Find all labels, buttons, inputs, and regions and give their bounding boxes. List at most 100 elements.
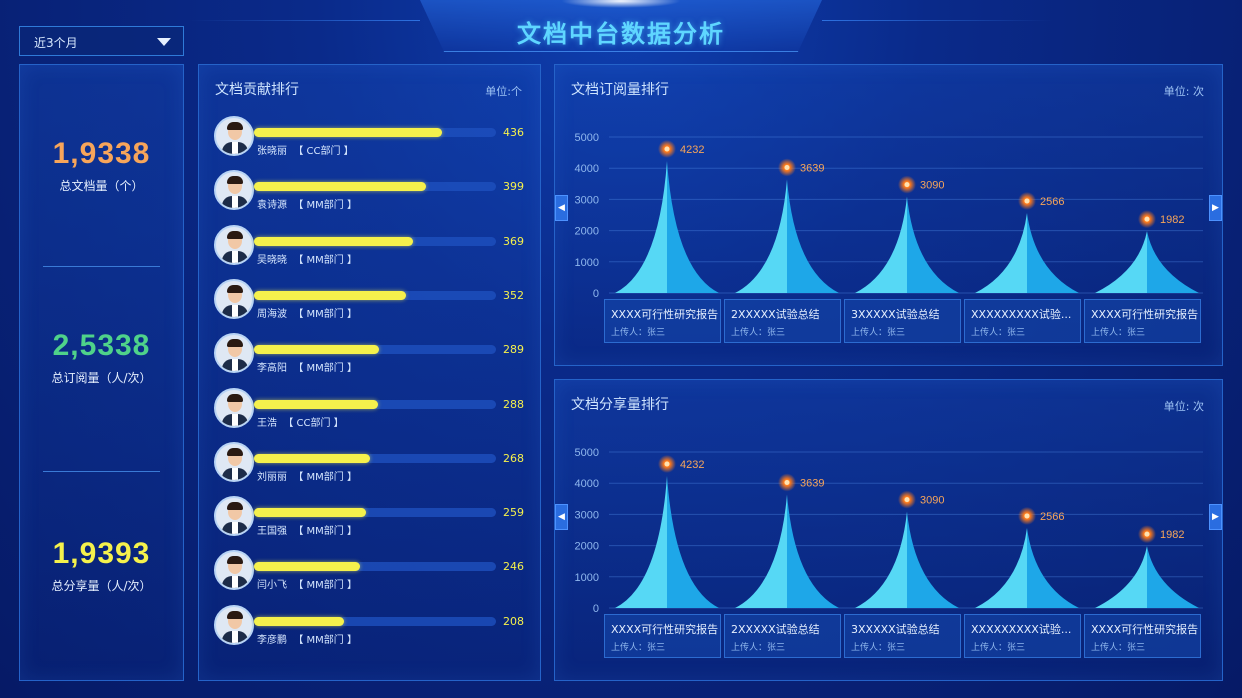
person-name: 李彦鹏	[257, 634, 287, 646]
contribution-ranking-panel: 文档贡献排行 单位:个 436 张晓丽 【 CC部门 】 399 袁诗源 【 MM部门…	[198, 64, 541, 681]
ranking-name: 闫小飞 【 MM部门 】	[257, 576, 357, 591]
y-tick-label: 0	[593, 603, 599, 615]
y-tick-label: 1000	[575, 572, 599, 584]
y-tick-label: 2000	[575, 541, 599, 553]
ranking-row: 399 袁诗源 【 MM部门 】	[214, 170, 526, 214]
cone-bar	[975, 527, 1079, 608]
document-card[interactable]: 2XXXXX试验总结 上传人：张三	[724, 614, 841, 658]
peak-dot	[784, 479, 790, 485]
data-label: 2566	[1040, 511, 1064, 523]
prev-arrow-button[interactable]: ◀	[555, 195, 568, 221]
department: 【 MM部门 】	[293, 254, 357, 266]
uploader-label: 上传人：张三	[851, 643, 906, 653]
next-arrow-button[interactable]: ▶	[1209, 504, 1222, 530]
ranking-name: 刘丽丽 【 MM部门 】	[257, 468, 357, 483]
prev-arrow-button[interactable]: ◀	[555, 504, 568, 530]
data-label: 4232	[680, 459, 704, 471]
document-title: 2XXXXX试验总结	[731, 308, 820, 321]
ranking-row: 352 周海波 【 MM部门 】	[214, 278, 526, 323]
y-tick-label: 1000	[575, 257, 599, 269]
peak-dot	[1024, 513, 1030, 519]
progress-track	[254, 290, 496, 300]
uploader-label: 上传人：张三	[1091, 643, 1146, 653]
ranking-row: 268 刘丽丽 【 MM部门 】	[214, 441, 526, 486]
document-title: XXXX可行性研究报告	[611, 623, 719, 636]
ranking-row: 289 李高阳 【 MM部门 】	[214, 333, 526, 377]
kpi-label: 总文档量（个）	[59, 179, 144, 193]
document-card[interactable]: 2XXXXX试验总结 上传人：张三	[724, 299, 841, 343]
document-card[interactable]: XXXX可行性研究报告 上传人：张三	[1084, 299, 1201, 343]
time-range-value: 近3个月	[34, 36, 78, 50]
ranking-value: 436	[503, 126, 524, 139]
progress-fill	[254, 508, 366, 518]
department: 【 MM部门 】	[293, 363, 357, 375]
avatar	[214, 496, 254, 537]
department: 【 CC部门 】	[283, 417, 344, 429]
uploader-label: 上传人：张三	[1091, 328, 1146, 338]
peak-dot	[904, 182, 910, 188]
progress-track	[254, 562, 496, 572]
person-name: 王浩	[257, 417, 277, 429]
peak-dot	[784, 164, 790, 170]
data-label: 3639	[800, 162, 824, 174]
avatar	[214, 278, 254, 319]
ranking-row: 246 闫小飞 【 MM部门 】	[214, 550, 526, 594]
divider	[43, 471, 160, 472]
ranking-name: 王国强 【 MM部门 】	[257, 522, 357, 537]
peak-dot	[1024, 198, 1030, 204]
document-title: XXXX可行性研究报告	[611, 308, 719, 321]
document-card[interactable]: XXXX可行性研究报告 上传人：张三	[604, 614, 721, 658]
document-card[interactable]: XXXX可行性研究报告 上传人：张三	[1084, 614, 1201, 658]
document-card[interactable]: XXXXXXXXX试验... 上传人：张三	[964, 299, 1081, 343]
data-label: 1982	[1160, 214, 1184, 226]
person-name: 闫小飞	[257, 580, 287, 592]
document-title: 2XXXXX试验总结	[731, 623, 820, 636]
avatar	[214, 387, 254, 428]
avatar	[214, 116, 254, 156]
kpi-total-shares: 1,9393 总分享量（人/次）	[20, 537, 183, 594]
document-card[interactable]: 3XXXXX试验总结 上传人：张三	[844, 614, 961, 658]
document-title: XXXX可行性研究报告	[1091, 623, 1199, 636]
ranking-row: 369 吴晓晓 【 MM部门 】	[214, 224, 526, 269]
cone-bar	[735, 494, 839, 608]
ranking-name: 王浩 【 CC部门 】	[257, 414, 344, 429]
ranking-row: 208 李彦鹏 【 MM部门 】	[214, 604, 526, 649]
chevron-down-icon	[157, 38, 171, 46]
cone-chart: 5000 4000 3000 2000 1000 0 4232 3639 3090 2566 198…	[575, 132, 1203, 300]
peak-dot	[664, 461, 670, 467]
panel-title: 文档订阅量排行	[571, 82, 669, 98]
cone-bar	[1095, 546, 1199, 608]
kpi-total-docs: 1,9338 总文档量（个）	[20, 137, 183, 194]
next-arrow-button[interactable]: ▶	[1209, 195, 1222, 221]
panel-unit: 单位: 次	[1163, 85, 1204, 98]
progress-track	[254, 182, 496, 192]
avatar	[214, 224, 254, 265]
kpi-label: 总分享量（人/次）	[51, 579, 152, 593]
kpi-value: 1,9393	[52, 537, 151, 570]
progress-track	[254, 616, 496, 626]
title-bar	[420, 0, 822, 52]
divider	[43, 266, 160, 267]
person-name: 李高阳	[257, 363, 287, 375]
time-range-dropdown[interactable]: 近3个月	[19, 26, 184, 56]
cone-bar	[855, 511, 959, 608]
document-card[interactable]: 3XXXXX试验总结 上传人：张三	[844, 299, 961, 343]
document-title: 3XXXXX试验总结	[851, 623, 940, 636]
ranking-value: 259	[503, 506, 524, 520]
document-title: XXXXXXXXX试验...	[971, 308, 1072, 321]
document-card[interactable]: XXXXXXXXX试验... 上传人：张三	[964, 614, 1081, 658]
department: 【 MM部门 】	[293, 580, 357, 592]
uploader-label: 上传人：张三	[731, 328, 786, 338]
person-name: 王国强	[257, 526, 287, 538]
document-card[interactable]: XXXX可行性研究报告 上传人：张三	[604, 299, 721, 343]
progress-fill	[254, 182, 426, 192]
kpi-total-subscriptions: 2,5338 总订阅量（人/次）	[20, 329, 183, 386]
peak-dot	[1144, 531, 1150, 537]
peak-dot	[664, 146, 670, 152]
progress-track	[254, 236, 496, 246]
y-tick-label: 2000	[575, 226, 599, 238]
page-title: 文档中台数据分析	[517, 20, 725, 48]
data-label: 3090	[920, 495, 944, 507]
progress-fill	[254, 345, 379, 355]
